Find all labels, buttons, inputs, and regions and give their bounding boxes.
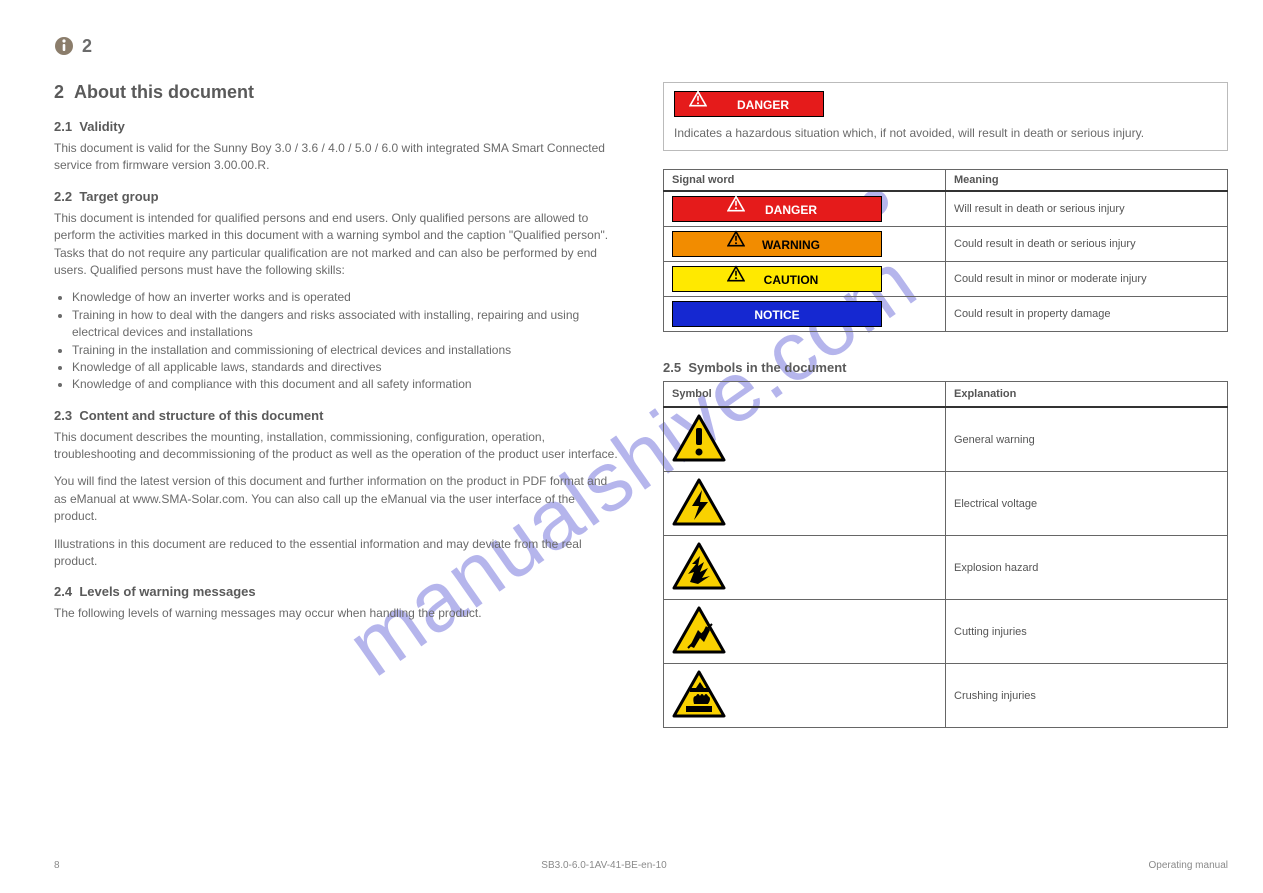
table-row: Explosion hazard (664, 536, 1228, 600)
explanation-cell: Cutting injuries (946, 600, 1228, 664)
content-para-a: This document describes the mounting, in… (54, 429, 619, 464)
table-header-row: Signal word Meaning (664, 170, 1228, 192)
explanation-cell: Electrical voltage (946, 472, 1228, 536)
electrical-voltage-icon (672, 478, 726, 529)
section-number: 2 (54, 82, 64, 102)
signal-warning: WARNING (672, 231, 882, 257)
table-row: WARNING Could result in death or serious… (664, 227, 1228, 262)
validity-paragraph: This document is valid for the Sunny Boy… (54, 140, 619, 175)
table-row: DANGER Will result in death or serious i… (664, 191, 1228, 227)
info-icon (54, 36, 74, 56)
content-para-b: You will find the latest version of this… (54, 473, 619, 525)
list-item: Knowledge of and compliance with this do… (72, 376, 619, 393)
danger-notice-box: DANGER Indicates a hazardous situation w… (663, 82, 1228, 151)
page-container: 2 manualshive.com 2 About this document … (0, 0, 1263, 893)
list-item: Training in the installation and commiss… (72, 342, 619, 359)
left-column: 2 About this document 2.1 Validity This … (54, 82, 619, 843)
list-item: Knowledge of all applicable laws, standa… (72, 359, 619, 376)
header-explanation: Explanation (946, 382, 1228, 408)
subsection-validity: 2.1 Validity (54, 119, 619, 134)
signal-notice: NOTICE (672, 301, 882, 327)
explosion-hazard-icon (672, 542, 726, 593)
table-header-row: Symbol Explanation (664, 382, 1228, 408)
subsection-warning-levels: 2.4 Levels of warning messages (54, 584, 619, 599)
explanation-cell: General warning (946, 407, 1228, 472)
content-para-c: Illustrations in this document are reduc… (54, 536, 619, 571)
table-row: General warning (664, 407, 1228, 472)
target-group-list: Knowledge of how an inverter works and i… (72, 289, 619, 393)
crushing-injuries-icon (672, 670, 726, 721)
two-column-layout: 2 About this document 2.1 Validity This … (54, 82, 1228, 843)
header-signal-word: Signal word (664, 170, 946, 192)
header-meaning: Meaning (946, 170, 1228, 192)
table-row: CAUTION Could result in minor or moderat… (664, 262, 1228, 297)
table-row: Crushing injuries (664, 664, 1228, 728)
signal-word-table: Signal word Meaning DANGER Will result i… (663, 169, 1228, 332)
table-row: NOTICE Could result in property damage (664, 297, 1228, 332)
cutting-injuries-icon (672, 606, 726, 657)
section-title: 2 About this document (54, 82, 619, 103)
subsection-content-structure: 2.3 Content and structure of this docume… (54, 408, 619, 423)
section-heading: About this document (74, 82, 254, 102)
header-symbol: Symbol (664, 382, 946, 408)
header-section-number: 2 (82, 36, 92, 57)
signal-caution: CAUTION (672, 266, 882, 292)
footer-doc-id: SB3.0-6.0-1AV-41-BE-en-10 (541, 860, 666, 871)
table-row: Cutting injuries (664, 600, 1228, 664)
meaning-cell: Could result in property damage (946, 297, 1228, 332)
target-group-paragraph: This document is intended for qualified … (54, 210, 619, 280)
table-row: Electrical voltage (664, 472, 1228, 536)
footer-page-number: 8 (54, 860, 60, 871)
subsection-symbols: 2.5 Symbols in the document (663, 360, 1228, 375)
danger-signal-word: DANGER (674, 91, 824, 117)
list-item: Training in how to deal with the dangers… (72, 307, 619, 342)
warning-levels-paragraph: The following levels of warning messages… (54, 605, 619, 622)
meaning-cell: Could result in death or serious injury (946, 227, 1228, 262)
list-item: Knowledge of how an inverter works and i… (72, 289, 619, 306)
page-footer: 8 SB3.0-6.0-1AV-41-BE-en-10 Operating ma… (54, 860, 1228, 871)
symbol-table: Symbol Explanation General warning (663, 381, 1228, 728)
explanation-cell: Explosion hazard (946, 536, 1228, 600)
subsection-target-group: 2.2 Target group (54, 189, 619, 204)
footer-doc-type: Operating manual (1148, 860, 1228, 871)
meaning-cell: Could result in minor or moderate injury (946, 262, 1228, 297)
meaning-cell: Will result in death or serious injury (946, 191, 1228, 227)
explanation-cell: Crushing injuries (946, 664, 1228, 728)
right-column: DANGER Indicates a hazardous situation w… (663, 82, 1228, 843)
danger-notice-text: Indicates a hazardous situation which, i… (674, 125, 1217, 142)
general-warning-icon (672, 414, 726, 465)
signal-danger: DANGER (672, 196, 882, 222)
